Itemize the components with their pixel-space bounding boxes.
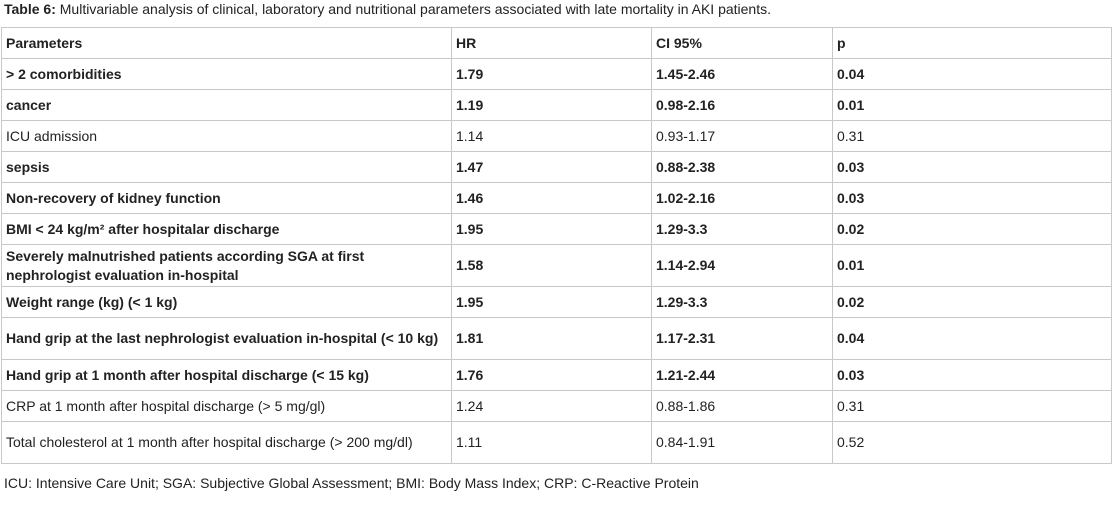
cell-ci: 0.88-2.38 bbox=[651, 151, 833, 183]
cell-hr: 1.95 bbox=[451, 213, 652, 245]
table-row: Severely malnutrished patients according… bbox=[1, 244, 1112, 287]
cell-parameter: cancer bbox=[1, 89, 452, 121]
cell-hr: 1.76 bbox=[451, 359, 652, 391]
table-row: BMI < 24 kg/m² after hospitalar discharg… bbox=[1, 213, 1112, 245]
cell-hr: 1.47 bbox=[451, 151, 652, 183]
table-row: Hand grip at the last nephrologist evalu… bbox=[1, 317, 1112, 360]
cell-ci: 1.29-3.3 bbox=[651, 213, 833, 245]
header-row: Parameters HR CI 95% p bbox=[1, 27, 1112, 59]
cell-ci: 1.45-2.46 bbox=[651, 58, 833, 90]
cell-parameter: Non-recovery of kidney function bbox=[1, 182, 452, 214]
cell-p: 0.02 bbox=[832, 286, 1112, 318]
cell-ci: 0.84-1.91 bbox=[651, 421, 833, 464]
cell-hr: 1.24 bbox=[451, 390, 652, 422]
cell-hr: 1.95 bbox=[451, 286, 652, 318]
cell-p: 0.01 bbox=[832, 244, 1112, 287]
table-footnote: ICU: Intensive Care Unit; SGA: Subjectiv… bbox=[4, 475, 699, 491]
cell-p: 0.01 bbox=[832, 89, 1112, 121]
caption-label: Table 6: bbox=[4, 1, 56, 17]
table-row: ICU admission 1.14 0.93-1.17 0.31 bbox=[1, 120, 1112, 152]
results-table: Parameters HR CI 95% p > 2 comorbidities… bbox=[1, 27, 1112, 464]
cell-ci: 1.17-2.31 bbox=[651, 317, 833, 360]
cell-ci: 0.98-2.16 bbox=[651, 89, 833, 121]
cell-p: 0.04 bbox=[832, 58, 1112, 90]
cell-parameter: Weight range (kg) (< 1 kg) bbox=[1, 286, 452, 318]
cell-parameter: BMI < 24 kg/m² after hospitalar discharg… bbox=[1, 213, 452, 245]
table-caption: Table 6: Multivariable analysis of clini… bbox=[4, 0, 771, 18]
header-hr: HR bbox=[451, 27, 652, 59]
table-row: Hand grip at 1 month after hospital disc… bbox=[1, 359, 1112, 391]
cell-ci: 1.21-2.44 bbox=[651, 359, 833, 391]
caption-text: Multivariable analysis of clinical, labo… bbox=[55, 1, 771, 17]
cell-parameter: > 2 comorbidities bbox=[1, 58, 452, 90]
cell-parameter: Total cholesterol at 1 month after hospi… bbox=[1, 421, 452, 464]
cell-p: 0.04 bbox=[832, 317, 1112, 360]
cell-ci: 0.93-1.17 bbox=[651, 120, 833, 152]
cell-ci: 1.02-2.16 bbox=[651, 182, 833, 214]
header-p: p bbox=[832, 27, 1112, 59]
cell-hr: 1.19 bbox=[451, 89, 652, 121]
cell-p: 0.03 bbox=[832, 151, 1112, 183]
header-parameters: Parameters bbox=[1, 27, 452, 59]
table-row: sepsis 1.47 0.88-2.38 0.03 bbox=[1, 151, 1112, 183]
cell-p: 0.31 bbox=[832, 390, 1112, 422]
table-row: Total cholesterol at 1 month after hospi… bbox=[1, 421, 1112, 464]
table-row: Weight range (kg) (< 1 kg) 1.95 1.29-3.3 0.… bbox=[1, 286, 1112, 318]
cell-hr: 1.46 bbox=[451, 182, 652, 214]
cell-hr: 1.79 bbox=[451, 58, 652, 90]
cell-parameter: sepsis bbox=[1, 151, 452, 183]
cell-ci: 1.29-3.3 bbox=[651, 286, 833, 318]
table-body: > 2 comorbidities 1.79 1.45-2.46 0.04 cancer… bbox=[1, 58, 1112, 464]
cell-p: 0.03 bbox=[832, 182, 1112, 214]
header-ci: CI 95% bbox=[651, 27, 833, 59]
cell-parameter: ICU admission bbox=[1, 120, 452, 152]
cell-hr: 1.81 bbox=[451, 317, 652, 360]
cell-hr: 1.14 bbox=[451, 120, 652, 152]
table-row: cancer 1.19 0.98-2.16 0.01 bbox=[1, 89, 1112, 121]
cell-ci: 1.14-2.94 bbox=[651, 244, 833, 287]
cell-p: 0.52 bbox=[832, 421, 1112, 464]
table-row: CRP at 1 month after hospital discharge … bbox=[1, 390, 1112, 422]
cell-parameter: Severely malnutrished patients according… bbox=[1, 244, 452, 287]
cell-parameter: Hand grip at 1 month after hospital disc… bbox=[1, 359, 452, 391]
cell-p: 0.02 bbox=[832, 213, 1112, 245]
cell-hr: 1.58 bbox=[451, 244, 652, 287]
cell-p: 0.03 bbox=[832, 359, 1112, 391]
cell-p: 0.31 bbox=[832, 120, 1112, 152]
cell-parameter: CRP at 1 month after hospital discharge … bbox=[1, 390, 452, 422]
cell-hr: 1.11 bbox=[451, 421, 652, 464]
table-row: > 2 comorbidities 1.79 1.45-2.46 0.04 bbox=[1, 58, 1112, 90]
cell-parameter: Hand grip at the last nephrologist evalu… bbox=[1, 317, 452, 360]
cell-ci: 0.88-1.86 bbox=[651, 390, 833, 422]
table-row: Non-recovery of kidney function 1.46 1.02-… bbox=[1, 182, 1112, 214]
